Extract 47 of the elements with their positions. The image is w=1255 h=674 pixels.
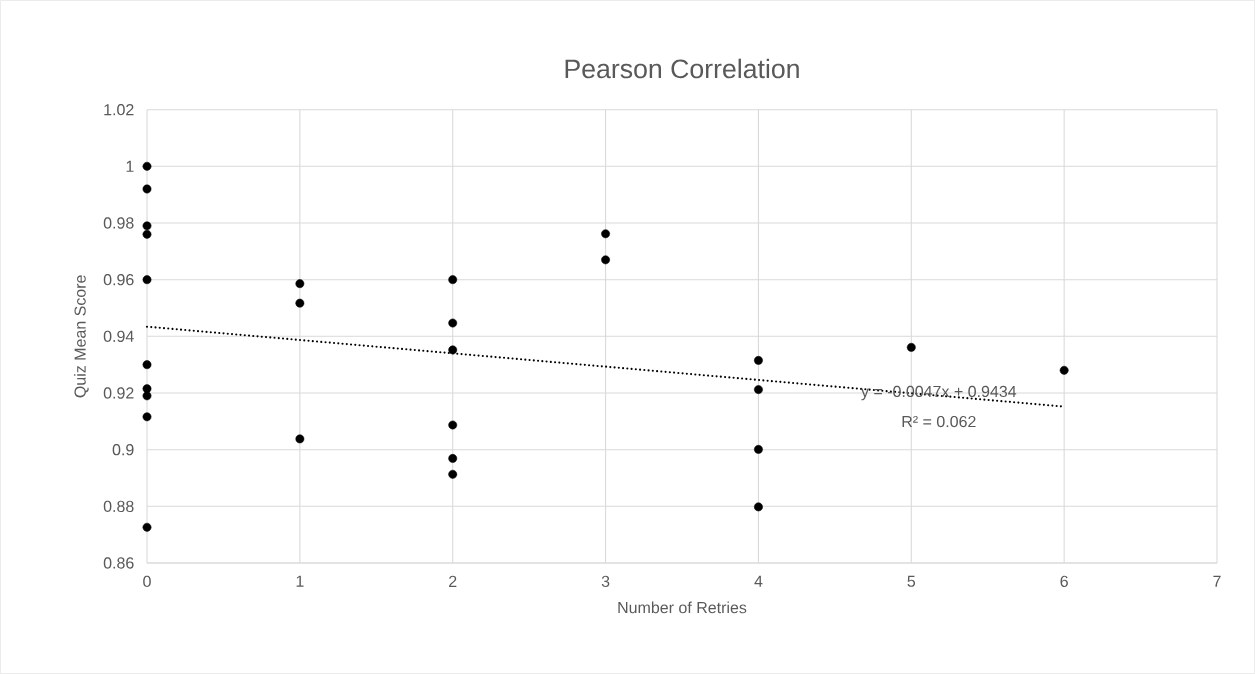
x-tick-label: 1 <box>296 575 304 587</box>
y-tick-label: 1.02 <box>104 104 134 116</box>
point <box>295 434 305 444</box>
point <box>142 522 152 532</box>
point <box>754 444 763 454</box>
y-tick-label: 1 <box>126 160 134 172</box>
point <box>448 454 458 463</box>
annotation: R² = 0.062 <box>902 415 976 428</box>
point <box>448 345 458 355</box>
y-tick-label: 0.88 <box>103 500 134 512</box>
point <box>601 255 610 265</box>
point <box>142 229 152 239</box>
x-tick-label: 0 <box>143 575 151 588</box>
point <box>601 229 610 239</box>
x-tick-label: 2 <box>449 575 457 587</box>
y-tick-label: 0.94 <box>103 330 134 342</box>
y-tick-label: 0.9 <box>112 444 134 456</box>
point <box>142 360 152 370</box>
point <box>906 342 916 352</box>
x-tick-label: 3 <box>601 575 610 588</box>
y-tick-label: 0.92 <box>103 387 134 399</box>
point <box>142 412 152 422</box>
x-tick-label: 4 <box>754 575 763 587</box>
y-axis-title: Quiz Mean Score <box>74 275 89 398</box>
point <box>142 391 152 401</box>
point <box>142 221 152 231</box>
point <box>295 279 305 289</box>
y-tick-label: 0.86 <box>103 557 134 569</box>
point <box>1059 365 1069 375</box>
x-tick-label: 6 <box>1060 575 1068 588</box>
x-axis-title: Number of Retries <box>618 601 747 614</box>
point <box>448 318 458 328</box>
point <box>142 161 152 171</box>
x-tick-label: 7 <box>1213 575 1221 587</box>
point <box>754 502 763 512</box>
point <box>448 420 458 430</box>
point <box>142 184 152 194</box>
point <box>448 275 458 285</box>
point <box>295 298 305 308</box>
x-tick-label: 5 <box>907 575 916 587</box>
chart-title: Pearson Correlation <box>565 58 799 79</box>
point <box>754 356 763 365</box>
point <box>754 385 763 394</box>
point <box>142 275 152 285</box>
y-tick-label: 0.96 <box>103 274 134 286</box>
y-tick-label: 0.98 <box>103 217 134 229</box>
point <box>448 469 458 479</box>
